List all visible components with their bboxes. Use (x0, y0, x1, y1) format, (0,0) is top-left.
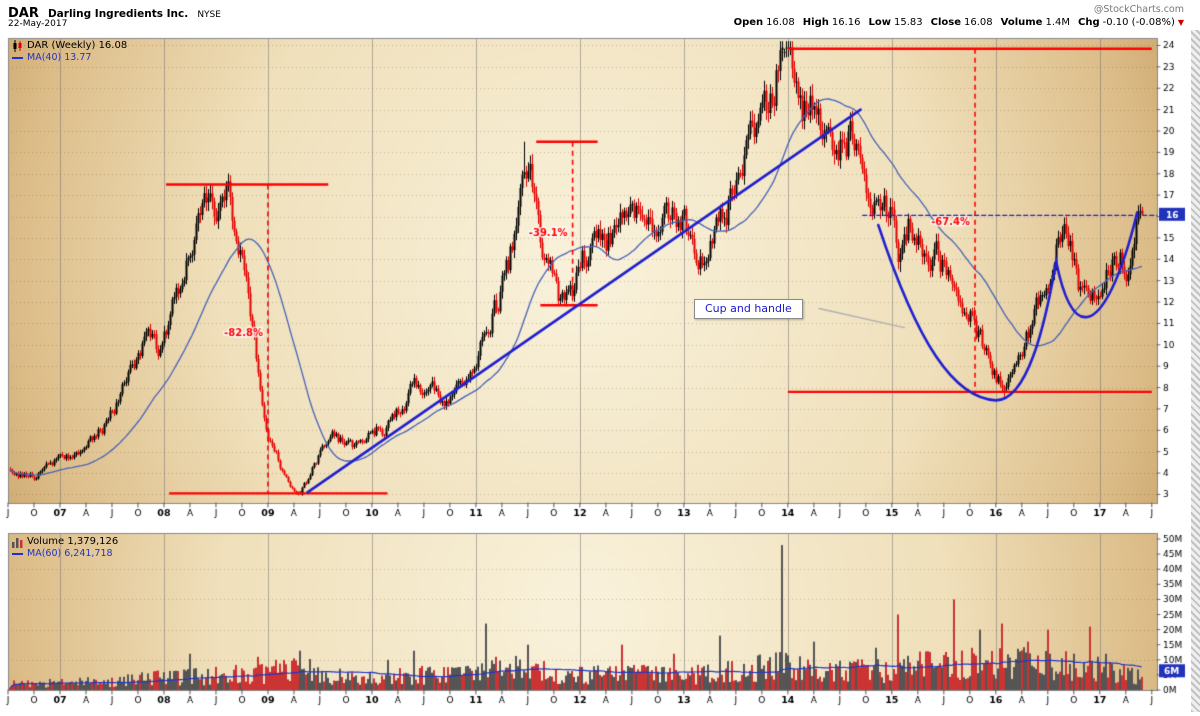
ma-line-icon (12, 553, 23, 555)
price-series-label: DAR (Weekly) 16.08 (27, 40, 128, 51)
quote-label: High (802, 17, 829, 28)
price-ma-legend: MA(40) 13.77 (12, 52, 127, 64)
exchange-name: NYSE (197, 10, 221, 20)
candlestick-icon (13, 40, 22, 52)
change-down-icon: ▼ (1177, 18, 1184, 27)
chart-date: 22-May-2017 (8, 19, 68, 29)
volume-legend: Volume 1,379,126 MA(60) 6,241,718 (12, 536, 118, 560)
volume-ma-legend: MA(60) 6,241,718 (12, 548, 118, 560)
volume-ma-label: MA(60) 6,241,718 (27, 548, 113, 559)
quote-value: 16.08 (964, 17, 993, 28)
quote-label: Open (733, 17, 764, 28)
quote-value: -0.10 (-0.08%) (1102, 17, 1175, 28)
ticker-symbol: DAR (8, 6, 39, 21)
quote-value: 16.16 (831, 17, 861, 28)
quote-value: 16.08 (766, 17, 795, 28)
ma-line-icon (12, 57, 23, 59)
stockcharts-credit: @StockCharts.com (1093, 4, 1184, 15)
quote-line: Open 16.08 High 16.16 Low 15.83 Close 16.08 Volu… (726, 17, 1184, 28)
quote-label: Volume (1000, 17, 1043, 28)
price-ma-label: MA(40) 13.77 (27, 52, 92, 63)
volume-bars-icon (12, 538, 23, 548)
cup-and-handle-annotation-label: Cup and handle (694, 299, 803, 319)
volume-series-label: Volume 1,379,126 (27, 536, 119, 547)
quote-label: Chg (1077, 17, 1100, 28)
volume-series-legend: Volume 1,379,126 (12, 536, 118, 548)
quote-label: Low (868, 17, 891, 28)
quote-value: 15.83 (893, 17, 923, 28)
chart-title: DAR Darling Ingredients Inc. NYSE (8, 2, 221, 21)
price-series-legend: DAR (Weekly) 16.08 (12, 40, 127, 52)
main-chart-legend: DAR (Weekly) 16.08 MA(40) 13.77 (12, 40, 127, 64)
page-edge-decoration (1191, 30, 1200, 712)
quote-value: 1.4M (1045, 17, 1070, 28)
quote-label: Close (930, 17, 961, 28)
company-name: Darling Ingredients Inc. (47, 8, 189, 20)
